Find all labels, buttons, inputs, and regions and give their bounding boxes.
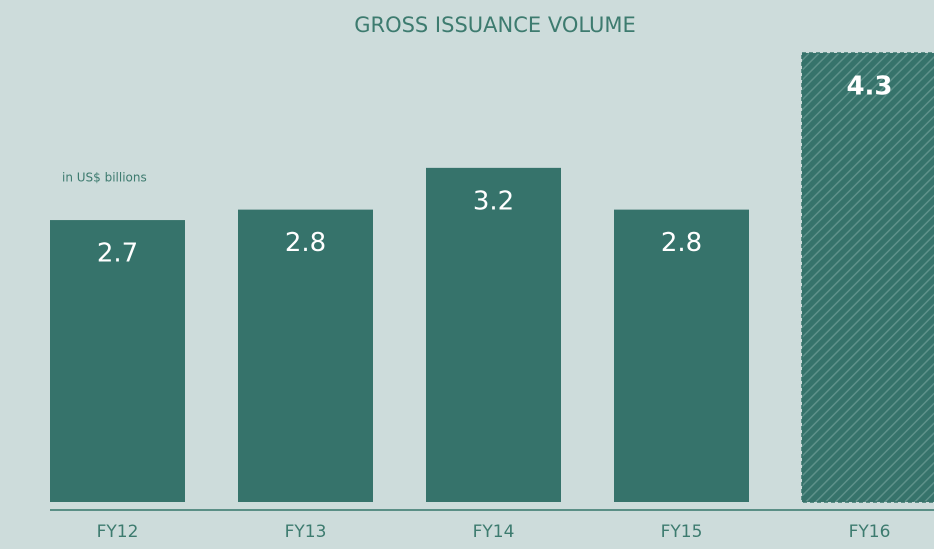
value-label: 3.2	[473, 186, 514, 216]
x-tick-label: FY13	[285, 522, 327, 542]
value-label: 2.8	[661, 228, 702, 258]
bar	[426, 167, 561, 502]
bar	[238, 209, 373, 502]
chart-subtitle: in US$ billions	[62, 171, 147, 185]
bar	[801, 52, 934, 503]
value-label: 2.8	[285, 228, 326, 258]
value-label: 2.7	[97, 239, 138, 269]
x-tick-label: FY15	[661, 522, 703, 542]
bar	[614, 209, 749, 502]
bar	[50, 220, 185, 502]
x-tick-label: FY12	[97, 522, 139, 542]
x-tick-label: FY16	[849, 522, 891, 542]
x-tick-label: FY14	[473, 522, 515, 542]
value-label: 4.3	[846, 72, 892, 102]
chart-title: GROSS ISSUANCE VOLUME	[354, 13, 636, 37]
